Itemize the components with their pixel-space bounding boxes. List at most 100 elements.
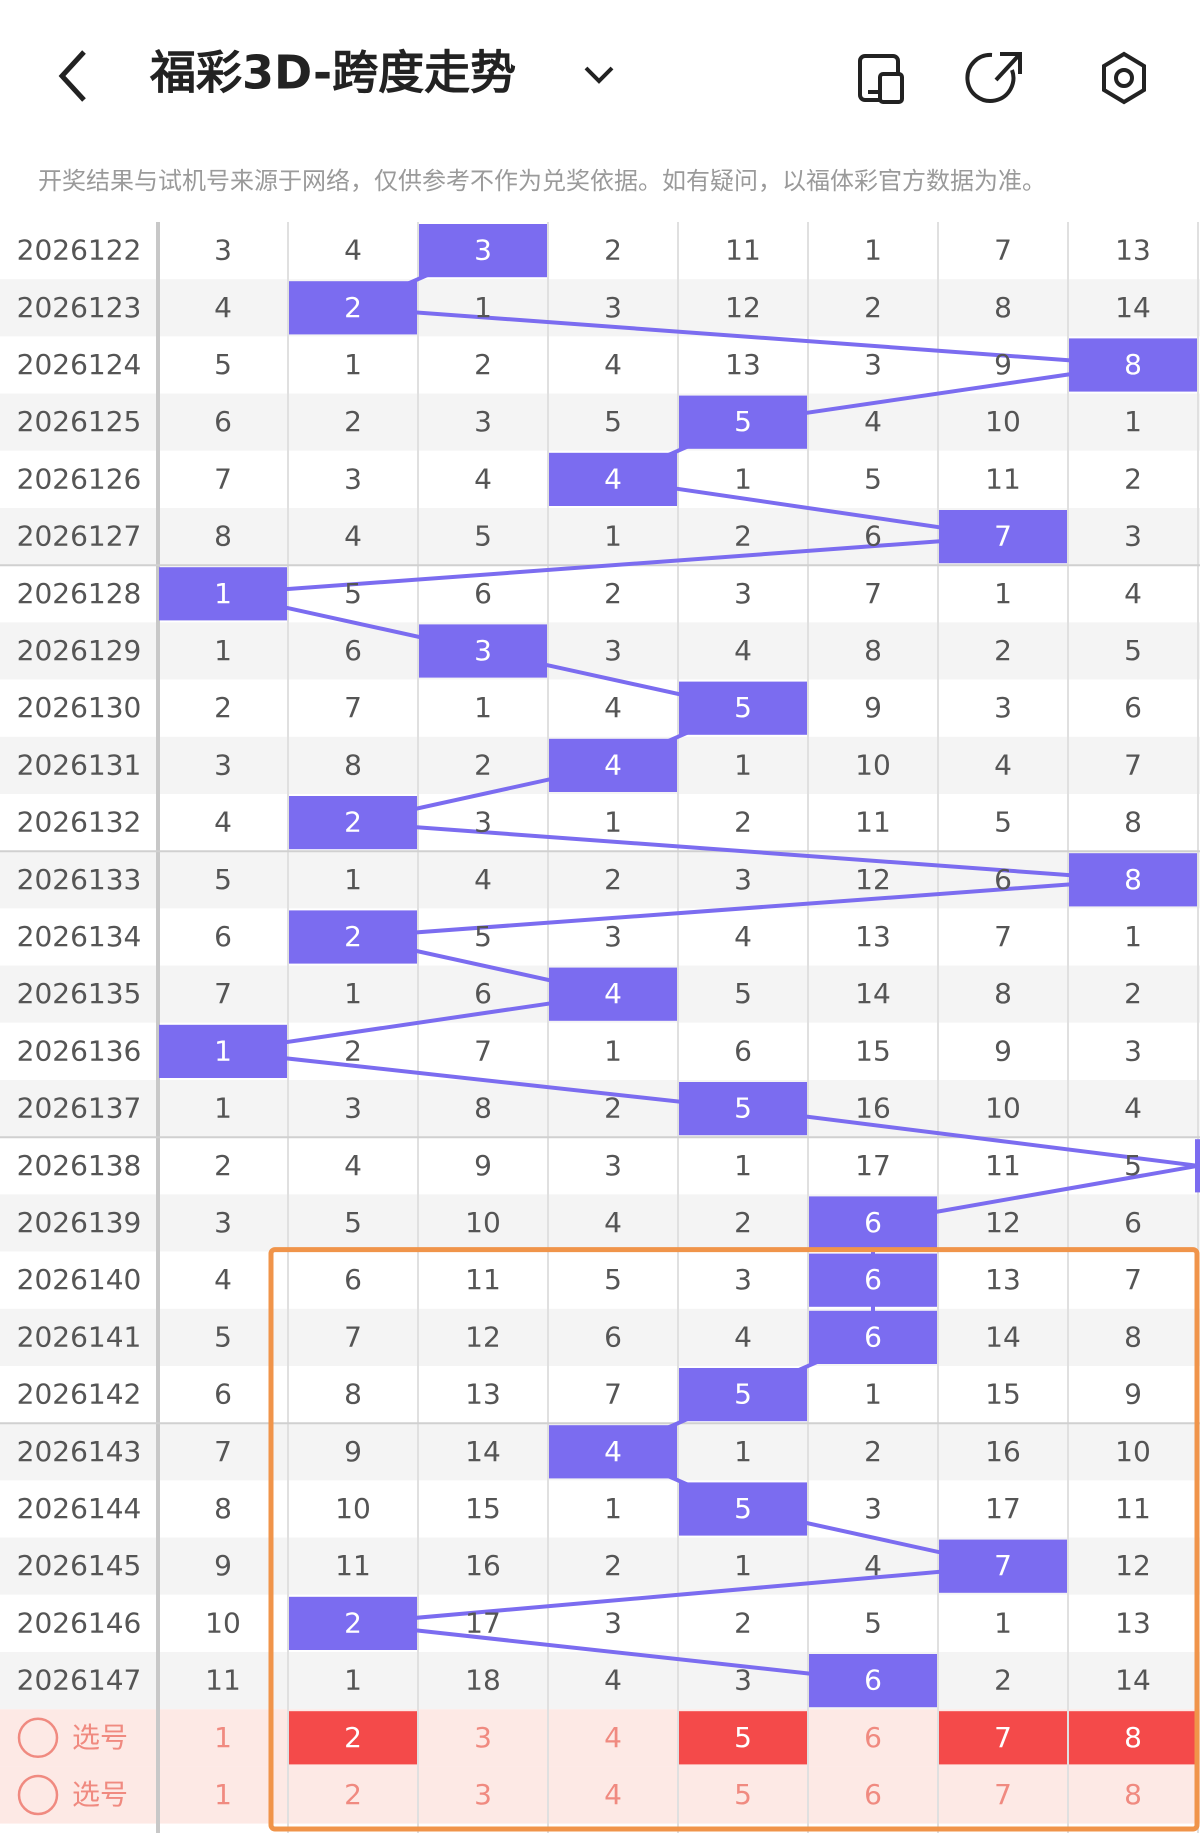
cell-value: 4 xyxy=(994,748,1012,781)
cell-value: 2 xyxy=(994,634,1012,667)
cell-value: 17 xyxy=(855,1149,891,1182)
cell-value: 14 xyxy=(1115,291,1151,324)
cell-value: 10 xyxy=(1115,1435,1151,1468)
select-cell[interactable] xyxy=(289,1711,417,1765)
cell-value: 2 xyxy=(734,1206,752,1239)
hit-cell xyxy=(939,510,1067,564)
cell-value: 4 xyxy=(604,462,622,495)
cell-value: 10 xyxy=(335,1492,371,1525)
cell-value: 1 xyxy=(474,691,492,724)
cell-value: 1 xyxy=(994,577,1012,610)
cell-value: 6 xyxy=(864,1664,882,1697)
cell-value: 2 xyxy=(604,577,622,610)
cell-value: 3 xyxy=(734,1664,752,1697)
issue: 2026125 xyxy=(17,405,142,438)
issue: 2026140 xyxy=(17,1263,142,1296)
cell-value: 8 xyxy=(1124,348,1142,381)
cell-value: 9 xyxy=(1124,1378,1142,1411)
issue: 2026143 xyxy=(17,1435,142,1468)
cell-value: 12 xyxy=(725,291,761,324)
cell-value: 2 xyxy=(604,1549,622,1582)
cell-value: 8 xyxy=(344,1378,362,1411)
cell-value: 5 xyxy=(344,1206,362,1239)
row-bg xyxy=(0,1480,1200,1538)
cell-value: 10 xyxy=(855,748,891,781)
select-cell[interactable] xyxy=(679,1711,807,1765)
cell-value: 16 xyxy=(985,1435,1021,1468)
cell-value: 4 xyxy=(604,977,622,1010)
settings-icon[interactable] xyxy=(1102,51,1146,105)
cell-value: 15 xyxy=(465,1492,501,1525)
cell-value: 14 xyxy=(985,1320,1021,1353)
cell-value: 1 xyxy=(604,1492,622,1525)
cell-value: 3 xyxy=(734,577,752,610)
trend-line xyxy=(352,1621,874,1683)
back-button[interactable] xyxy=(58,50,86,102)
trend-line xyxy=(612,477,1004,539)
cell-value: 7 xyxy=(994,1549,1012,1582)
issue: 2026142 xyxy=(17,1378,142,1411)
cell-value: 5 xyxy=(734,691,752,724)
cell-value: 5 xyxy=(734,405,752,438)
issue: 2026130 xyxy=(17,691,142,724)
row-bg xyxy=(0,1308,1200,1366)
dropdown[interactable] xyxy=(584,66,614,84)
select-number: 6 xyxy=(864,1778,882,1811)
issue: 2026128 xyxy=(17,577,142,610)
select-number: 2 xyxy=(344,1778,362,1811)
select-number: 1 xyxy=(214,1778,232,1811)
cell-value: 1 xyxy=(474,291,492,324)
trend-line xyxy=(222,1049,744,1111)
cell-value: 4 xyxy=(604,691,622,724)
hit-cell xyxy=(289,910,417,964)
issue: 2026127 xyxy=(17,520,142,553)
hit-cell xyxy=(809,1654,937,1708)
cell-value: 2 xyxy=(474,748,492,781)
cell-value: 8 xyxy=(994,977,1012,1010)
cell-value: 3 xyxy=(604,291,622,324)
cell-value: 3 xyxy=(474,405,492,438)
cell-value: 4 xyxy=(734,920,752,953)
cell-value: 2 xyxy=(734,1606,752,1639)
cell-value: 5 xyxy=(994,806,1012,839)
layout-icon[interactable] xyxy=(858,54,904,104)
cell-value: 11 xyxy=(855,806,891,839)
cell-value: 16 xyxy=(855,1092,891,1125)
cell-value: 8 xyxy=(214,520,232,553)
row-bg xyxy=(0,1652,1200,1710)
cell-value: 2 xyxy=(734,520,752,553)
cell-value: 1 xyxy=(214,1034,232,1067)
hit-cell xyxy=(809,1310,937,1364)
cell-value: 2 xyxy=(344,1034,362,1067)
cell-value: 6 xyxy=(344,1263,362,1296)
select-cell[interactable] xyxy=(1069,1711,1197,1765)
trend-line xyxy=(352,877,1134,939)
cell-value: 13 xyxy=(1115,234,1151,267)
cell-value: 1 xyxy=(1124,405,1142,438)
cell-value: 1 xyxy=(734,1549,752,1582)
cell-value: 4 xyxy=(214,806,232,839)
cell-value: 14 xyxy=(855,977,891,1010)
hit-cell xyxy=(809,1253,937,1307)
cell-value: 17 xyxy=(465,1606,501,1639)
cell-value: 5 xyxy=(344,577,362,610)
select-number: 5 xyxy=(734,1778,752,1811)
select-cell[interactable] xyxy=(939,1711,1067,1765)
share-icon[interactable] xyxy=(965,52,1022,103)
cell-value: 3 xyxy=(214,748,232,781)
select-label: 选号 xyxy=(72,1778,128,1811)
hit-cell xyxy=(679,395,807,449)
select-radio[interactable] xyxy=(17,1717,59,1759)
issue: 2026123 xyxy=(17,291,142,324)
select-radio[interactable] xyxy=(17,1774,59,1816)
hit-cell xyxy=(939,1539,1067,1593)
cell-value: 3 xyxy=(474,806,492,839)
hit-cell xyxy=(419,624,547,678)
cell-value: 3 xyxy=(214,234,232,267)
cell-value: 12 xyxy=(1115,1549,1151,1582)
issue: 2026122 xyxy=(17,234,142,267)
page-title: 福彩3D-跨度走势 xyxy=(149,46,516,100)
cell-value: 6 xyxy=(734,1034,752,1067)
issue: 2026145 xyxy=(17,1549,142,1582)
